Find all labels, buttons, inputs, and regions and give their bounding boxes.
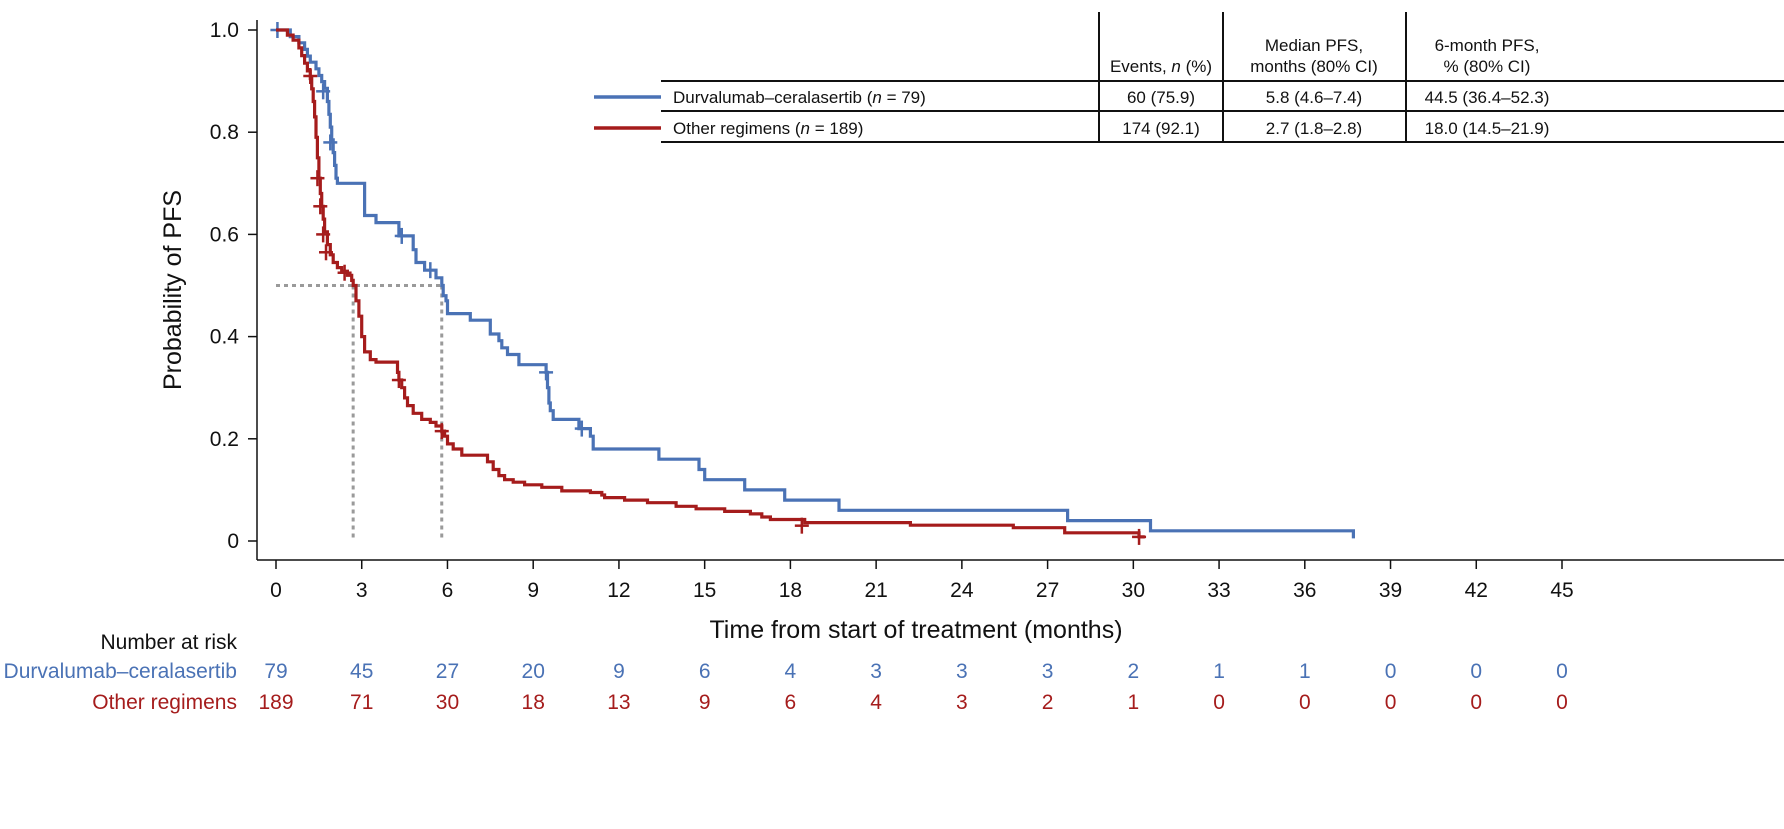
y-tick-label: 0.2: [210, 428, 239, 451]
y-axis-title: Probability of PFS: [159, 190, 187, 390]
legend-label-other: Other regimens (n = 189): [673, 119, 863, 138]
risk-value: 1: [1299, 660, 1311, 683]
x-tick-label: 30: [1122, 579, 1145, 602]
y-tick-label: 0: [227, 530, 239, 553]
x-tick-label: 24: [950, 579, 974, 602]
x-tick-label: 42: [1465, 579, 1488, 602]
header-median-line2: months (80% CI): [1250, 57, 1378, 76]
risk-value: 2: [1042, 691, 1054, 714]
censor-mark: [313, 198, 328, 215]
risk-value: 0: [1470, 660, 1482, 683]
risk-value: 4: [785, 660, 797, 683]
risk-value: 0: [1213, 691, 1225, 714]
censor-mark: [394, 227, 409, 244]
risk-value: 18: [522, 691, 545, 714]
censor-mark: [434, 423, 449, 440]
risk-value: 30: [436, 691, 459, 714]
censor-mark: [310, 170, 325, 187]
risk-value: 45: [350, 660, 373, 683]
censor-mark: [319, 244, 334, 261]
risk-value: 0: [1470, 691, 1482, 714]
risk-value: 1: [1127, 691, 1139, 714]
header-6month-line2: % (80% CI): [1444, 57, 1531, 76]
x-ticks: 0 3 6 9 12 15 18 21 24 27 30 33 36 39 42 45: [270, 560, 1574, 602]
risk-value: 0: [1556, 691, 1568, 714]
censor-mark: [539, 364, 554, 381]
y-tick-label: 0.4: [210, 326, 240, 349]
y-ticks: 0 0.2 0.4 0.6 0.8 1.0: [210, 19, 257, 553]
summary-table: Events, n (%) Median PFS, months (80% CI…: [594, 12, 1784, 143]
risk-value: 9: [613, 660, 625, 683]
risk-value: 2: [1127, 660, 1139, 683]
censor-mark: [391, 372, 406, 389]
six-month-durvalumab: 44.5 (36.4–52.3): [1425, 88, 1550, 107]
six-month-other: 18.0 (14.5–21.9): [1425, 119, 1550, 138]
y-tick-label: 0.8: [210, 121, 239, 144]
median-reference-lines: [276, 284, 444, 541]
censor-mark: [323, 134, 338, 151]
risk-value: 1: [1213, 660, 1225, 683]
x-tick-label: 12: [607, 579, 630, 602]
censor-mark: [303, 67, 318, 84]
x-tick-label: 0: [270, 579, 282, 602]
x-tick-label: 33: [1207, 579, 1230, 602]
y-tick-label: 1.0: [210, 19, 239, 42]
risk-value: 0: [1556, 660, 1568, 683]
x-tick-label: 9: [527, 579, 539, 602]
header-events: Events, n (%): [1110, 57, 1212, 76]
risk-value: 9: [699, 691, 711, 714]
x-tick-label: 15: [693, 579, 716, 602]
risk-values: 79 45 27 20 9 6 4 3 3 3 2 1 1 0 0 0 189 71 30 18 13 9 6 4 3 2 1 0 0 0…: [258, 660, 1567, 714]
x-tick-label: 36: [1293, 579, 1316, 602]
risk-table-title: Number at risk: [100, 631, 237, 654]
events-other: 174 (92.1): [1122, 119, 1200, 138]
x-tick-label: 39: [1379, 579, 1402, 602]
header-6month-line1: 6-month PFS,: [1435, 36, 1540, 55]
legend-label-durvalumab: Durvalumab–ceralasertib (n = 79): [673, 88, 926, 107]
censor-mark: [574, 420, 589, 437]
risk-value: 4: [870, 691, 882, 714]
median-durvalumab: 5.8 (4.6–7.4): [1266, 88, 1362, 107]
curve-durvalumab: [276, 28, 1355, 539]
censor-mark: [316, 83, 331, 100]
risk-value: 3: [870, 660, 882, 683]
median-other: 2.7 (1.8–2.8): [1266, 119, 1362, 138]
x-tick-label: 27: [1036, 579, 1059, 602]
x-tick-label: 3: [356, 579, 368, 602]
risk-label-other: Other regimens: [92, 691, 237, 714]
risk-value: 79: [264, 660, 287, 683]
censor-mark: [337, 264, 352, 281]
risk-value: 6: [785, 691, 797, 714]
curve-other: [276, 28, 1145, 539]
y-tick-label: 0.6: [210, 223, 239, 246]
risk-value: 13: [607, 691, 630, 714]
censor-mark: [423, 262, 438, 279]
risk-value: 27: [436, 660, 459, 683]
events-durvalumab: 60 (75.9): [1127, 88, 1195, 107]
x-tick-label: 18: [779, 579, 802, 602]
risk-value: 3: [956, 660, 968, 683]
survival-curves: [270, 22, 1355, 545]
risk-value: 20: [522, 660, 545, 683]
x-axis-title: Time from start of treatment (months): [709, 616, 1122, 644]
risk-label-durvalumab: Durvalumab–ceralasertib: [4, 660, 237, 683]
x-tick-label: 6: [442, 579, 454, 602]
risk-value: 71: [350, 691, 373, 714]
censor-mark: [316, 226, 331, 243]
censor-mark: [1132, 528, 1147, 545]
x-tick-label: 21: [864, 579, 887, 602]
risk-value: 3: [956, 691, 968, 714]
risk-value: 6: [699, 660, 711, 683]
x-tick-label: 45: [1550, 579, 1573, 602]
risk-value: 0: [1385, 660, 1397, 683]
risk-value: 189: [258, 691, 293, 714]
risk-value: 3: [1042, 660, 1054, 683]
risk-value: 0: [1385, 691, 1397, 714]
header-median-line1: Median PFS,: [1265, 36, 1363, 55]
censor-mark: [794, 517, 809, 534]
risk-table: Number at risk Durvalumab–ceralasertib O…: [4, 631, 1568, 714]
risk-value: 0: [1299, 691, 1311, 714]
